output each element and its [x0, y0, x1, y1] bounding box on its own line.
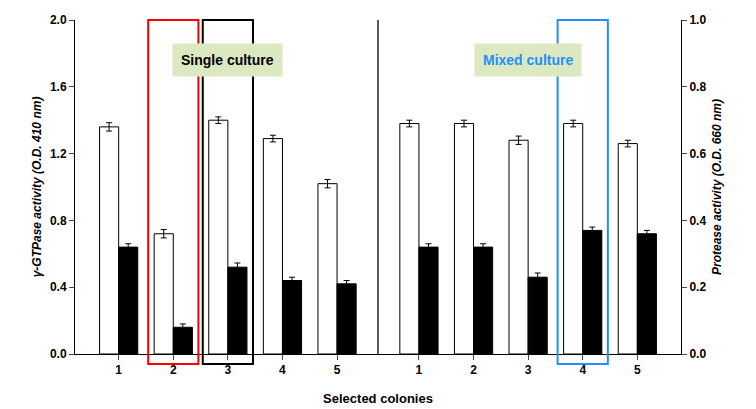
svg-text:0.0: 0.0 — [689, 347, 706, 361]
svg-text:2: 2 — [170, 363, 177, 377]
svg-text:2.0: 2.0 — [50, 13, 67, 27]
svg-text:1.0: 1.0 — [689, 13, 706, 27]
svg-text:Mixed culture: Mixed culture — [483, 52, 573, 68]
svg-text:5: 5 — [334, 363, 341, 377]
svg-text:γ-GTPase activity (O.D. 410 nm: γ-GTPase activity (O.D. 410 nm) — [30, 97, 44, 278]
svg-text:0.8: 0.8 — [689, 80, 706, 94]
svg-text:4: 4 — [579, 363, 586, 377]
svg-text:4: 4 — [279, 363, 286, 377]
svg-text:3: 3 — [225, 363, 232, 377]
svg-text:0.4: 0.4 — [50, 280, 67, 294]
svg-text:Protease activity (O.D. 660 nm: Protease activity (O.D. 660 nm) — [710, 99, 724, 275]
svg-text:0.0: 0.0 — [50, 347, 67, 361]
svg-text:1.2: 1.2 — [50, 147, 67, 161]
svg-text:0.2: 0.2 — [689, 280, 706, 294]
svg-text:Selected colonies: Selected colonies — [323, 391, 433, 406]
svg-text:0.6: 0.6 — [689, 147, 706, 161]
svg-text:Single culture: Single culture — [181, 52, 274, 68]
svg-text:1: 1 — [115, 363, 122, 377]
svg-text:5: 5 — [634, 363, 641, 377]
svg-text:1.6: 1.6 — [50, 80, 67, 94]
svg-text:0.4: 0.4 — [689, 214, 706, 228]
svg-text:2: 2 — [470, 363, 477, 377]
svg-text:1: 1 — [416, 363, 423, 377]
svg-text:0.8: 0.8 — [50, 214, 67, 228]
svg-text:3: 3 — [525, 363, 532, 377]
